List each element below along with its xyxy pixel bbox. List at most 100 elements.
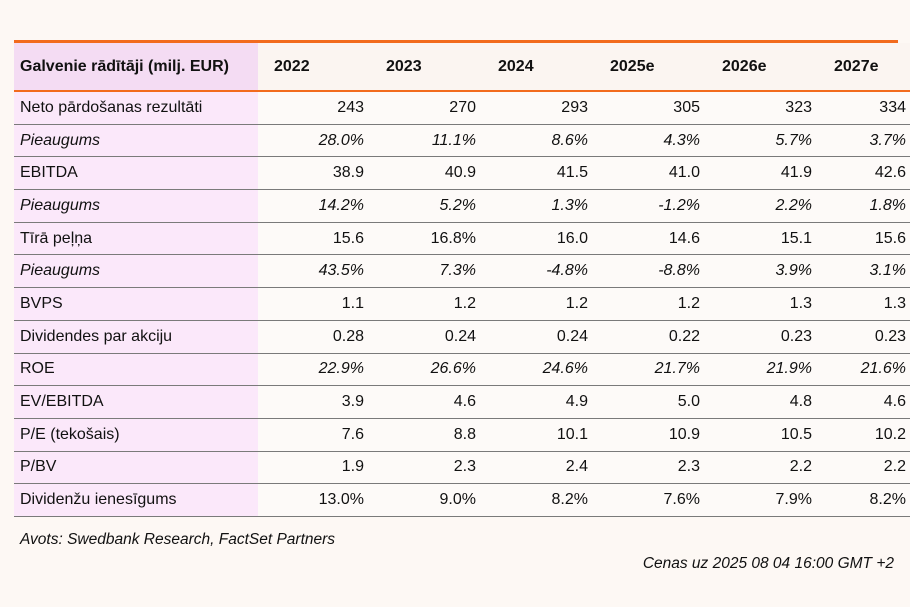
table-row: EBITDA 38.9 40.9 41.5 41.0 41.9 42.6 [14,156,910,191]
table-cell: 10.1 [482,418,594,452]
table-cell: 16.8% [370,222,482,256]
table-cell: 0.24 [482,320,594,354]
table-cell: 1.1 [258,287,370,321]
table-cell: 21.9% [706,353,818,387]
row-label: BVPS [14,287,258,321]
row-label: Pieaugums [14,189,258,223]
table-cell: 4.8 [706,385,818,419]
table-cell: 3.7% [818,124,910,158]
table-cell: 5.2% [370,189,482,223]
table-cell: 41.0 [594,156,706,191]
table-cell: 1.3 [706,287,818,321]
table-cell: 41.5 [482,156,594,191]
table-cell: 41.9 [706,156,818,191]
key-indicators-table: Galvenie rādītāji (milj. EUR) 2022 2023 … [14,43,910,517]
table-cell: 2.3 [594,451,706,485]
year-header: 2024 [482,43,594,92]
table-cell: 28.0% [258,124,370,158]
table-cell: 15.1 [706,222,818,256]
table-cell: 8.8 [370,418,482,452]
table-cell: 5.7% [706,124,818,158]
table-body: Neto pārdošanas rezultāti 243 270 293 305 323… [14,91,910,517]
table-cell: 1.3 [818,287,910,321]
table-cell: 22.9% [258,353,370,387]
table-row: Pieaugums 28.0% 11.1% 8.6% 4.3% 5.7% 3.7% [14,124,910,158]
table-cell: 40.9 [370,156,482,191]
table-cell: 7.6% [594,483,706,517]
table-cell: 2.2 [706,451,818,485]
table-cell: 16.0 [482,222,594,256]
table-cell: 13.0% [258,483,370,517]
table-cell: 14.6 [594,222,706,256]
row-label: EV/EBITDA [14,385,258,419]
table-cell: 8.2% [818,483,910,517]
table-header-row: Galvenie rādītāji (milj. EUR) 2022 2023 … [14,43,910,92]
year-header: 2027e [818,43,910,92]
table-cell: 24.6% [482,353,594,387]
table-cell: 10.2 [818,418,910,452]
table-cell: 243 [258,91,370,125]
table-cell: 4.3% [594,124,706,158]
table-cell: 305 [594,91,706,125]
row-label: Neto pārdošanas rezultāti [14,91,258,125]
table-row: EV/EBITDA 3.9 4.6 4.9 5.0 4.8 4.6 [14,385,910,419]
table-cell: 43.5% [258,254,370,289]
table-cell: 4.6 [370,385,482,419]
table-cell: 0.28 [258,320,370,354]
key-indicators-table-container: Galvenie rādītāji (milj. EUR) 2022 2023 … [14,40,910,517]
table-cell: 4.9 [482,385,594,419]
table-row: Pieaugums 14.2% 5.2% 1.3% -1.2% 2.2% 1.8% [14,189,910,223]
table-cell: 1.2 [594,287,706,321]
table-cell: 10.5 [706,418,818,452]
year-header: 2025e [594,43,706,92]
table-cell: 1.3% [482,189,594,223]
table-cell: 1.2 [482,287,594,321]
table-cell: 15.6 [258,222,370,256]
row-label: Pieaugums [14,124,258,158]
row-label: P/E (tekošais) [14,418,258,452]
table-row: Neto pārdošanas rezultāti 243 270 293 305 323… [14,91,910,125]
row-label: Dividenžu ienesīgums [14,483,258,517]
table-cell: 11.1% [370,124,482,158]
table-cell: 323 [706,91,818,125]
table-cell: 0.23 [818,320,910,354]
table-cell: 2.4 [482,451,594,485]
top-accent-rule [14,40,898,43]
row-label: ROE [14,353,258,387]
table-row: P/BV 1.9 2.3 2.4 2.3 2.2 2.2 [14,451,910,485]
table-cell: 7.9% [706,483,818,517]
table-row: P/E (tekošais) 7.6 8.8 10.1 10.9 10.5 10.2 [14,418,910,452]
table-cell: 8.6% [482,124,594,158]
row-label: Pieaugums [14,254,258,289]
table-row: ROE 22.9% 26.6% 24.6% 21.7% 21.9% 21.6% [14,353,910,387]
table-cell: 38.9 [258,156,370,191]
table-cell: 334 [818,91,910,125]
table-cell: 42.6 [818,156,910,191]
table-cell: 26.6% [370,353,482,387]
table-cell: 1.9 [258,451,370,485]
row-label: Tīrā peļņa [14,222,258,256]
table-cell: 1.2 [370,287,482,321]
table-header-label: Galvenie rādītāji (milj. EUR) [14,43,258,92]
table-row: Tīrā peļņa 15.6 16.8% 16.0 14.6 15.1 15.6 [14,222,910,256]
table-cell: 3.1% [818,254,910,289]
table-cell: 7.6 [258,418,370,452]
table-cell: 0.23 [706,320,818,354]
table-row: Dividenžu ienesīgums 13.0% 9.0% 8.2% 7.6% 7.9… [14,483,910,517]
table-cell: 2.3 [370,451,482,485]
table-cell: 9.0% [370,483,482,517]
table-row: Dividendes par akciju 0.28 0.24 0.24 0.22 0.2… [14,320,910,354]
table-cell: 0.22 [594,320,706,354]
table-cell: 14.2% [258,189,370,223]
table-cell: 8.2% [482,483,594,517]
table-cell: -1.2% [594,189,706,223]
table-cell: 10.9 [594,418,706,452]
year-header: 2023 [370,43,482,92]
table-cell: 5.0 [594,385,706,419]
table-cell: -4.8% [482,254,594,289]
table-cell: 293 [482,91,594,125]
table-cell: 0.24 [370,320,482,354]
source-note: Avots: Swedbank Research, FactSet Partne… [20,531,336,548]
table-cell: 4.6 [818,385,910,419]
